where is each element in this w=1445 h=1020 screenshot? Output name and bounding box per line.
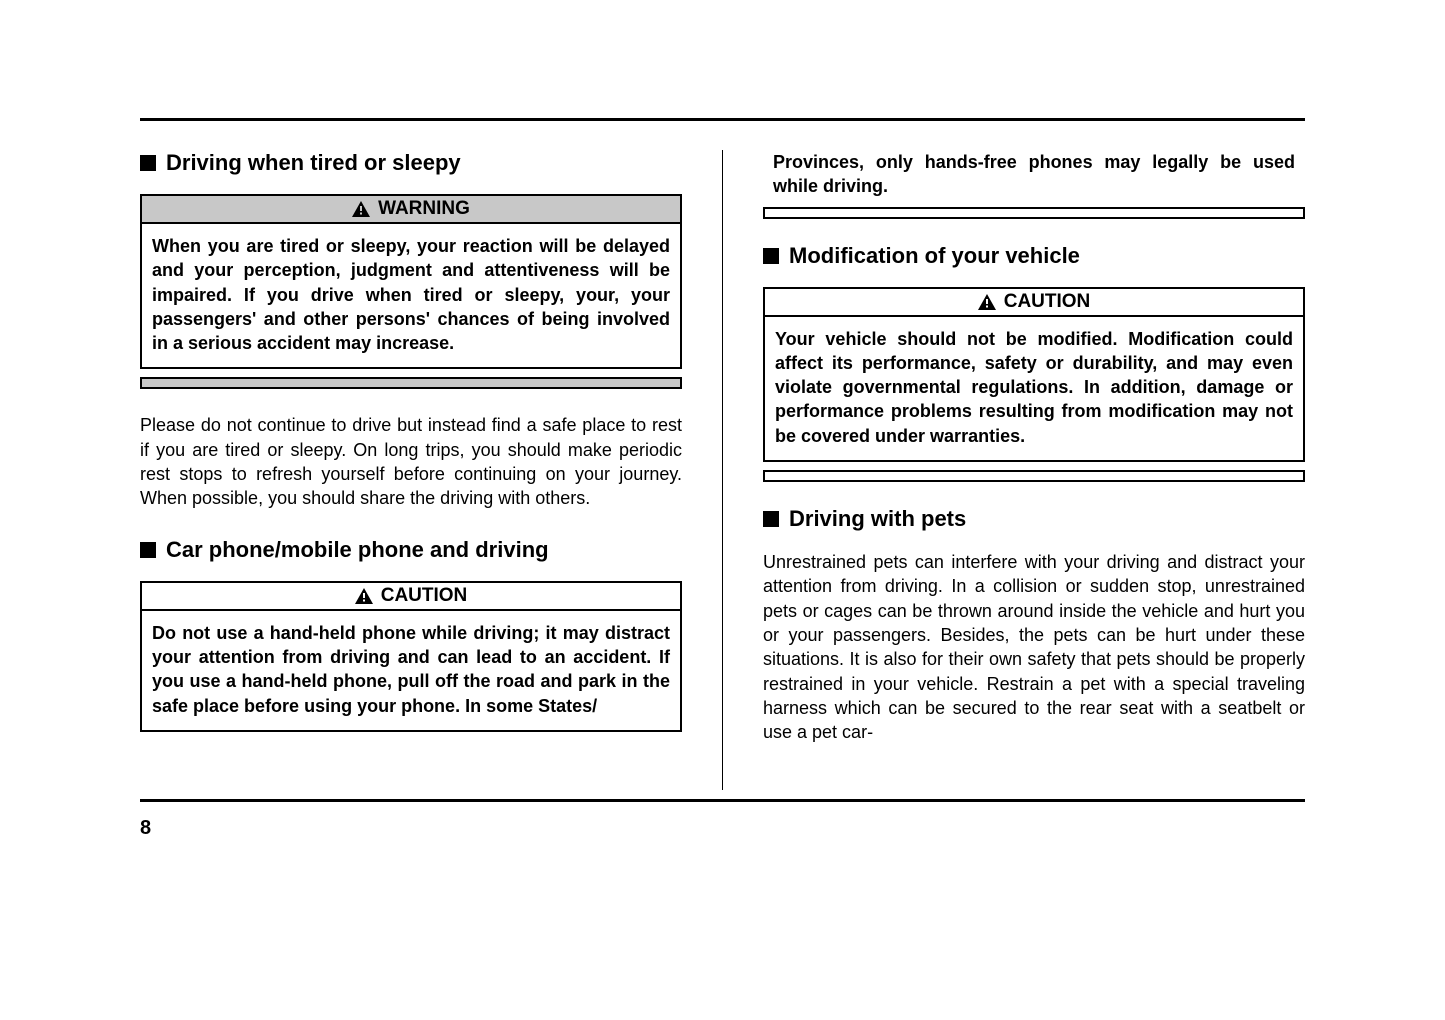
two-column-layout: Driving when tired or sleepy WARNING Whe… (140, 150, 1305, 790)
square-bullet-icon (763, 511, 779, 527)
caution-header: CAUTION (765, 289, 1303, 317)
caution-triangle-icon (978, 294, 996, 310)
warning-callout: WARNING When you are tired or sleepy, yo… (140, 194, 682, 369)
warning-header: WARNING (142, 196, 680, 224)
body-text-pets: Unrestrained pets can interfere with you… (763, 550, 1305, 744)
caution-callout-phone: CAUTION Do not use a hand-held phone whi… (140, 581, 682, 732)
caution-triangle-icon (355, 588, 373, 604)
left-column: Driving when tired or sleepy WARNING Whe… (140, 150, 682, 790)
heading-text: Driving with pets (789, 506, 966, 532)
bottom-rule (140, 799, 1305, 802)
section-heading-tired-sleepy: Driving when tired or sleepy (140, 150, 682, 176)
warning-body: When you are tired or sleepy, your react… (142, 224, 680, 367)
body-text-tired: Please do not continue to drive but inst… (140, 413, 682, 510)
heading-text: Driving when tired or sleepy (166, 150, 461, 176)
caution-continuation: Provinces, only hands-free phones may le… (763, 150, 1305, 199)
section-heading-pets: Driving with pets (763, 506, 1305, 532)
right-column: Provinces, only hands-free phones may le… (763, 150, 1305, 790)
warning-label: WARNING (378, 198, 470, 220)
heading-text: Car phone/mobile phone and driving (166, 537, 549, 563)
caution-header: CAUTION (142, 583, 680, 611)
caution-footer-bar (763, 470, 1305, 482)
caution-body-modification: Your vehicle should not be modified. Mod… (765, 317, 1303, 460)
caution-label: CAUTION (1004, 291, 1091, 313)
top-rule (140, 118, 1305, 121)
caution-body-phone: Do not use a hand-held phone while drivi… (142, 611, 680, 730)
page-number: 8 (140, 817, 151, 840)
heading-text: Modification of your vehicle (789, 243, 1080, 269)
square-bullet-icon (763, 248, 779, 264)
section-heading-phone: Car phone/mobile phone and driving (140, 537, 682, 563)
caution-callout-modification: CAUTION Your vehicle should not be modif… (763, 287, 1305, 462)
column-divider (722, 150, 723, 790)
section-heading-modification: Modification of your vehicle (763, 243, 1305, 269)
caution-footer-bar (763, 207, 1305, 219)
caution-label: CAUTION (381, 585, 468, 607)
warning-footer-bar (140, 377, 682, 389)
square-bullet-icon (140, 155, 156, 171)
manual-page: Driving when tired or sleepy WARNING Whe… (0, 0, 1445, 1020)
square-bullet-icon (140, 542, 156, 558)
warning-triangle-icon (352, 201, 370, 217)
